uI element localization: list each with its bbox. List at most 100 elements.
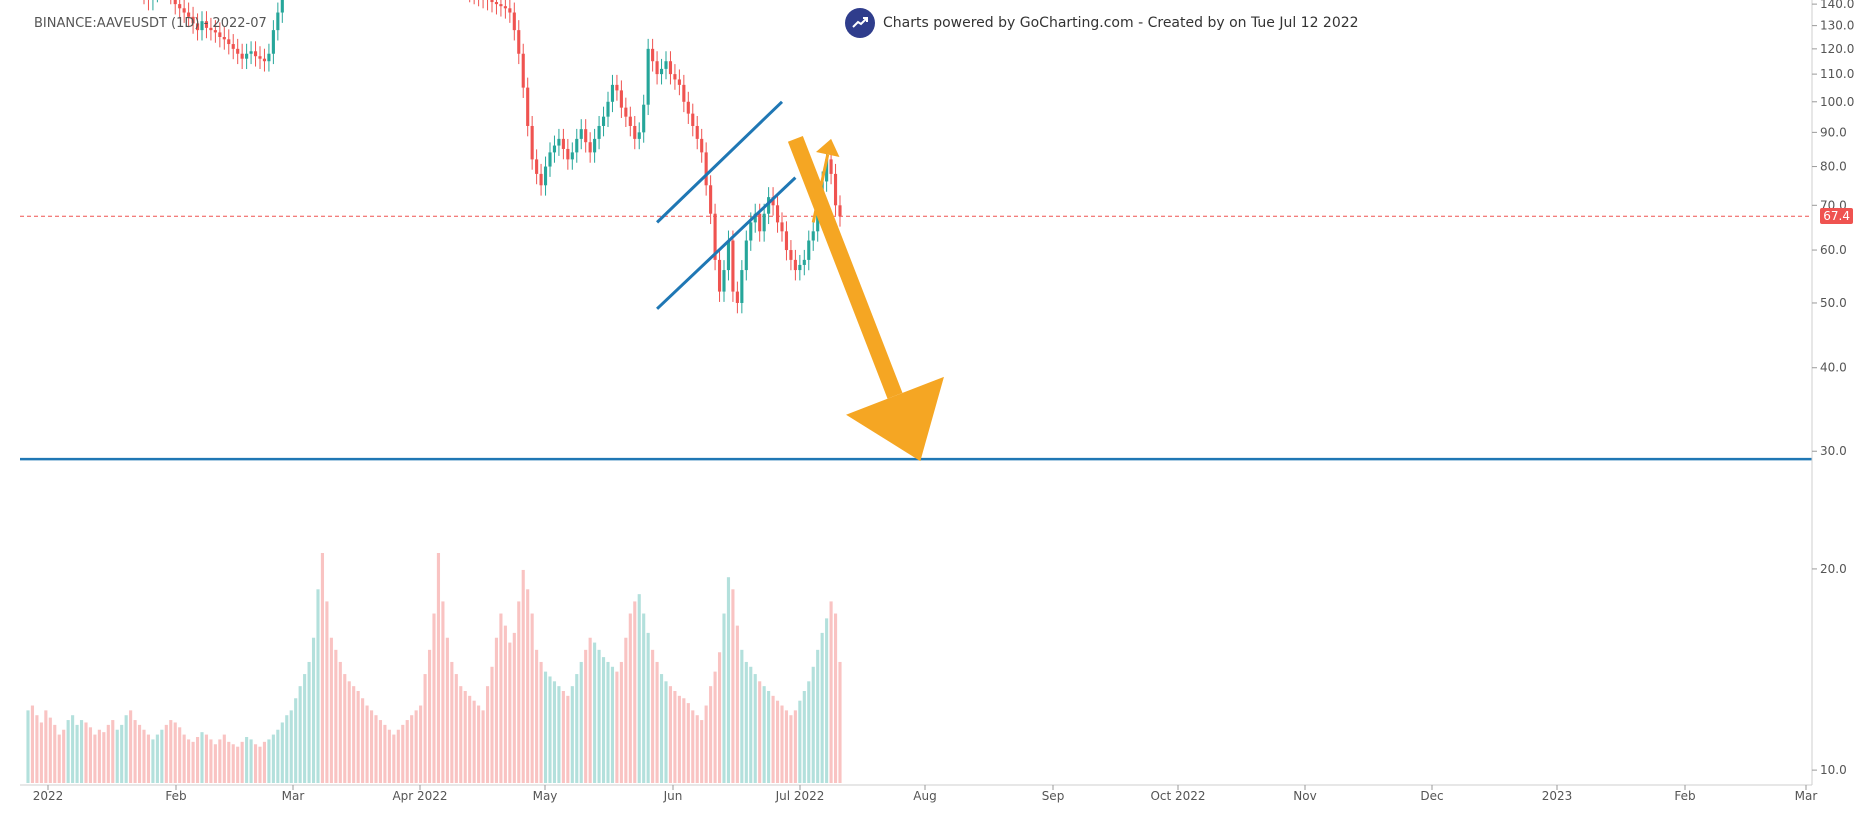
candle-body [552,145,557,153]
volume-bar [142,729,146,783]
volume-bar [459,686,463,783]
candle-body [240,53,244,59]
volume-bar [749,666,753,783]
last-price-badge: 67.4 [1820,208,1853,224]
volume-bar [204,734,209,783]
volume-bar [633,601,637,783]
candle-body [731,240,735,292]
big-down-arrow-head [846,376,944,462]
volume-bar [816,649,820,783]
candle-body [744,240,748,271]
volume-bar [396,729,400,783]
volume-bar [758,681,762,783]
candle-body [749,222,753,241]
volume-bar [164,724,168,783]
volume-bar [307,661,311,783]
candle-body [833,173,838,206]
volume-bar [200,732,204,783]
candle-body [677,79,681,85]
volume-bar [35,715,39,783]
volume-bar [624,637,628,783]
volume-bar [606,661,610,783]
volume-bar [383,724,387,783]
candle-body [717,259,722,292]
volume-bar [579,661,583,783]
volume-bar [499,613,503,783]
volume-bar [169,720,173,783]
volume-bar [557,686,561,783]
candle-body [606,101,610,117]
volume-bar [102,732,106,783]
candle-body [231,44,235,49]
volume-bar [793,710,797,783]
volume-bar [735,625,739,783]
candle-body [619,90,623,108]
volume-bar [401,724,405,783]
brand-text: Charts powered by GoCharting.com - Creat… [883,15,1359,31]
candle-body [807,240,811,260]
volume-bar [445,637,449,783]
volume-bar [66,720,70,783]
candle-body [253,51,258,57]
volume-bar [811,666,815,783]
volume-bar [704,705,708,783]
volume-bar [298,686,302,783]
volume-bar [325,601,329,783]
volume-bar [236,746,240,783]
candle-body [209,27,213,31]
candle-body [646,48,650,105]
candle-body [276,12,280,31]
candle-body [535,159,539,174]
volume-bar [427,649,432,783]
volume-bar [673,691,677,783]
volume-bar [753,674,757,783]
volume-bar [570,686,574,783]
candle-body [539,173,543,186]
x-tick-label: Jun [663,789,683,803]
y-tick-label: 140.0 [1820,0,1854,11]
volume-bar [361,698,365,783]
x-tick-label: May [533,789,558,803]
volume-bar [48,717,52,783]
volume-bar [615,671,619,783]
volume-bar [637,594,641,783]
volume-bar [276,729,280,783]
candle-body [789,250,793,260]
y-tick-label: 20.0 [1820,562,1847,576]
x-tick-label: Nov [1293,789,1316,803]
y-tick-label: 100.0 [1820,95,1854,109]
candle-body [664,61,668,69]
volume-bar [561,691,565,783]
candle-body [566,148,570,160]
volume-bar [503,625,507,783]
volume-bar [53,724,57,783]
volume-bar [253,744,258,783]
x-tick-label: Oct 2022 [1150,789,1205,803]
candle-body [601,116,606,126]
volume-bar [740,649,744,783]
volume-bar [93,734,97,783]
volume-bar [695,715,699,783]
volume-bar [44,710,48,783]
candle-body [762,213,766,232]
volume-bar [329,637,333,783]
brand-banner[interactable]: Charts powered by GoCharting.com - Creat… [845,8,1359,38]
candle-body [521,53,525,88]
volume-bar [191,741,195,783]
volume-bar [280,722,284,783]
volume-bar [472,700,476,783]
y-tick-label: 110.0 [1820,67,1854,81]
volume-bar [722,613,726,783]
candle-body [499,4,503,7]
volume-bar [789,715,793,783]
volume-bar [414,710,418,783]
volume-bar [709,686,713,783]
volume-bar [303,674,307,783]
volume-bar [686,703,690,783]
candle-body [494,2,499,5]
volume-bar [352,686,356,783]
volume-bar [517,601,521,783]
volume-bar [494,637,499,783]
candle-body [593,138,597,153]
